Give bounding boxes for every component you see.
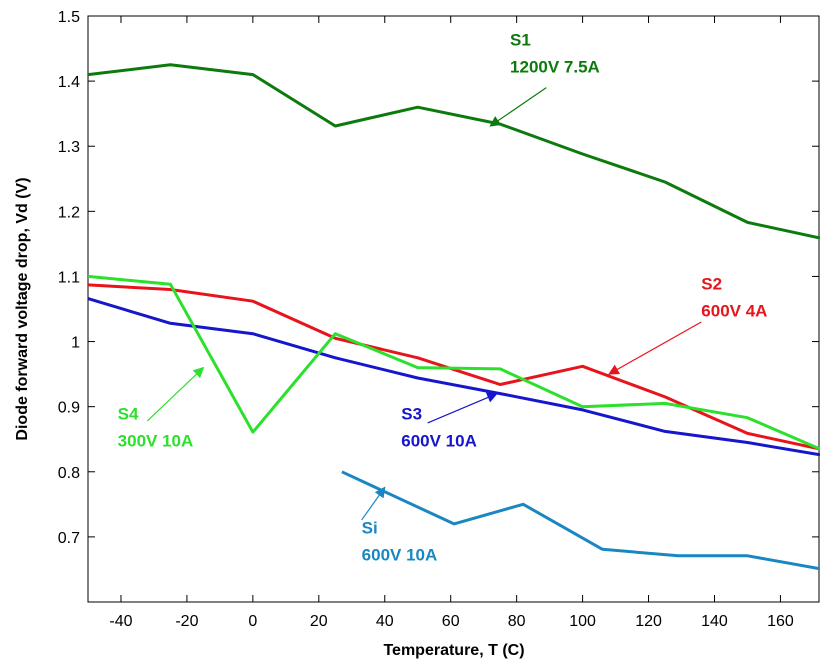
y-tick-label: 1.3 (58, 139, 80, 156)
annotation-rating: 600V 10A (401, 432, 477, 451)
annotation-rating: 1200V 7.5A (510, 57, 600, 76)
x-tick-label: 20 (310, 613, 328, 630)
annotation-rating: 600V 4A (701, 301, 767, 320)
y-axis-label: Diode forward voltage drop, Vd (V) (14, 177, 31, 440)
x-tick-label: 120 (635, 613, 662, 630)
y-axis-ticks: 0.7 0.8 0.9 1 1.1 1.2 1.3 1.4 1.5 (58, 9, 819, 603)
y-tick-label: 1.1 (58, 269, 80, 286)
series-line-3 (87, 297, 820, 457)
y-tick-label: 1 (71, 335, 80, 352)
annotation-arrow (489, 87, 547, 127)
y-tick-label: 1.2 (58, 204, 80, 221)
x-tick-label: 0 (248, 613, 257, 630)
annotation-name: S4 (118, 405, 139, 424)
annotation-arrow (608, 321, 702, 375)
x-tick-label: -20 (175, 613, 198, 630)
annotation-name: S3 (401, 405, 422, 424)
annotation-arrow (146, 366, 205, 422)
x-tick-label: 100 (569, 613, 596, 630)
annotation-name: S2 (701, 274, 722, 293)
annotation-name: Si (362, 519, 378, 538)
annotation-rating: 600V 10A (362, 546, 438, 565)
annotation-rating: 300V 10A (118, 432, 194, 451)
series-line-5 (341, 470, 820, 571)
series-line-1 (87, 63, 820, 240)
y-tick-label: 1.4 (58, 74, 80, 91)
series-line-4 (87, 274, 820, 451)
y-tick-label: 0.9 (58, 400, 80, 417)
series-line-2 (87, 283, 820, 451)
annotation-arrow (427, 392, 498, 424)
annotation-arrow (361, 486, 386, 521)
y-tick-label: 0.8 (58, 465, 80, 482)
annotation-layer: S1 1200V 7.5A S2 600V 4A S3 600V 10A S4 300V 10… (118, 30, 768, 564)
x-tick-label: 80 (508, 613, 526, 630)
y-tick-label: 0.7 (58, 530, 80, 547)
x-axis-label: Temperature, T (C) (383, 642, 524, 659)
x-tick-label: 60 (442, 613, 460, 630)
x-tick-label: -40 (109, 613, 132, 630)
y-tick-label: 1.5 (58, 9, 80, 26)
series-layer (87, 63, 820, 571)
x-axis-ticks: -40 -20 0 20 40 60 80 100 120 140 160 (109, 16, 794, 630)
x-tick-label: 140 (701, 613, 728, 630)
annotation-name: S1 (510, 30, 531, 49)
x-tick-label: 160 (767, 613, 794, 630)
x-tick-label: 40 (376, 613, 394, 630)
